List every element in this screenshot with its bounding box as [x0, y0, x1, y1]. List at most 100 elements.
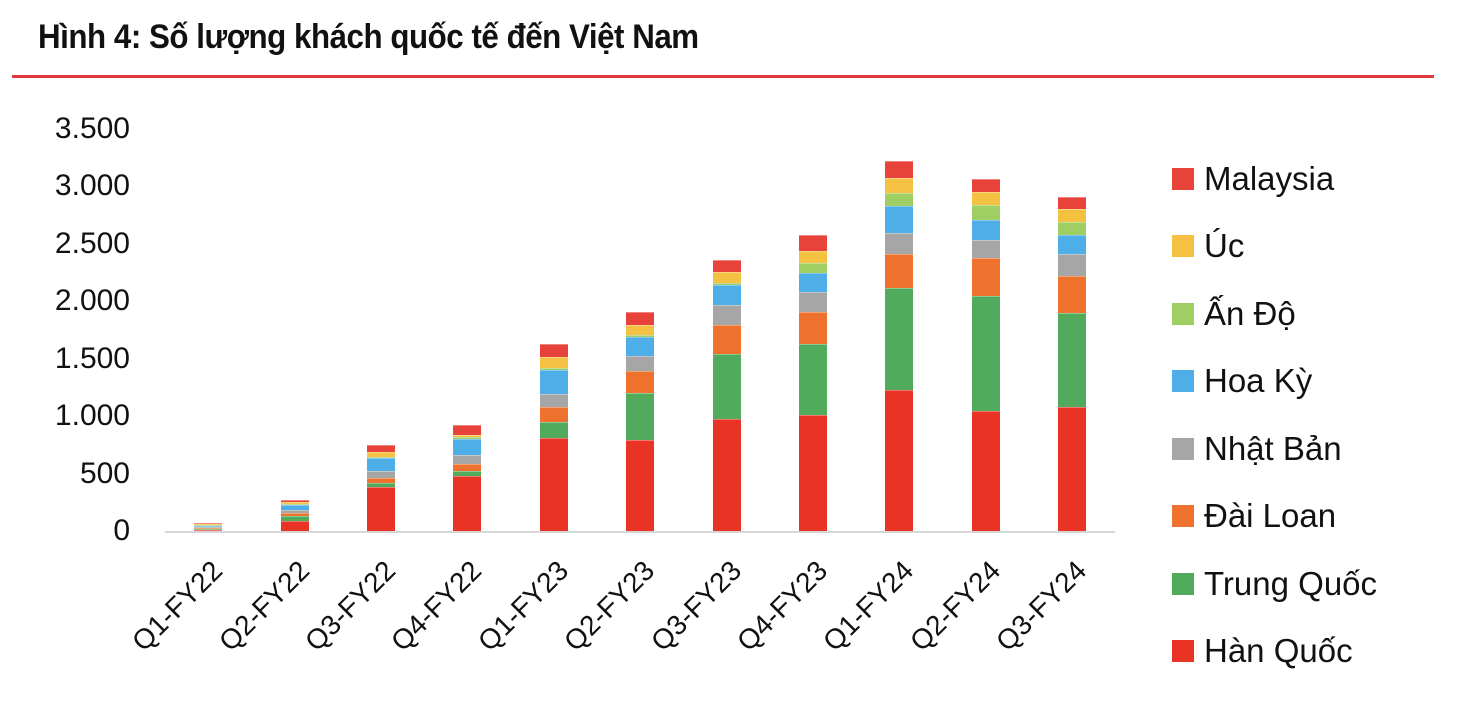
- bar-segment: [367, 457, 395, 459]
- y-tick-label: 1.500: [54, 341, 130, 375]
- bar-segment: [712, 325, 741, 355]
- x-tick-label: Q4-FY23: [730, 554, 834, 657]
- bar-segment: [971, 179, 1000, 193]
- bar-segment: [453, 454, 482, 464]
- x-tick-label: Q1-FY22: [126, 554, 229, 657]
- bar-segment: [712, 272, 741, 283]
- bar-segment: [367, 477, 395, 483]
- y-tick-label: 3.500: [54, 112, 130, 145]
- stacked-bar: [712, 259, 741, 531]
- bar-segment: [280, 505, 309, 511]
- bar-segment: [799, 311, 827, 344]
- legend-swatch-icon: [1172, 370, 1194, 393]
- stacked-bar: [885, 160, 914, 531]
- bar-segment: [626, 312, 655, 326]
- x-tick-label: Q2-FY24: [903, 554, 1007, 657]
- legend-item: Trung Quốc: [1172, 550, 1377, 618]
- bar-segment: [1058, 208, 1087, 223]
- y-tick-label: 3.000: [54, 169, 130, 203]
- bar-segment: [712, 354, 741, 419]
- bar-segment: [799, 251, 827, 264]
- bar-segment: [367, 486, 395, 531]
- bar-segment: [539, 343, 568, 358]
- legend-item: Úc: [1172, 213, 1377, 281]
- x-tick-label: Q4-FY22: [385, 554, 488, 657]
- bar-segment: [539, 367, 568, 370]
- bar-segment: [971, 240, 1000, 259]
- y-tick-label: 500: [79, 456, 130, 490]
- legend-label: Hoa Kỳ: [1204, 362, 1313, 400]
- x-tick-label: Q3-FY23: [644, 554, 747, 657]
- legend-label: Trung Quốc: [1204, 564, 1378, 602]
- bar-segment: [367, 470, 395, 478]
- y-tick-label: 2.500: [54, 226, 130, 260]
- legend-item: Ấn Độ: [1172, 280, 1377, 348]
- legend-swatch-icon: [1172, 505, 1194, 528]
- bar-segment: [453, 424, 482, 435]
- bar-segment: [194, 524, 223, 526]
- legend-item: Hàn Quốc: [1172, 618, 1377, 686]
- bar-segment: [626, 392, 655, 440]
- bar-segment: [626, 355, 655, 371]
- bar-segment: [1058, 312, 1087, 407]
- bar-segment: [885, 160, 914, 178]
- stacked-bar: [453, 424, 482, 531]
- x-tick-label: Q2-FY22: [212, 554, 315, 657]
- bar-segment: [539, 369, 568, 394]
- bar-segment: [712, 285, 741, 306]
- bar-segment: [799, 272, 827, 292]
- bar-segment: [971, 296, 1000, 411]
- bar-segment: [194, 527, 223, 529]
- stacked-bar: [626, 312, 655, 531]
- legend-label: Ấn Độ: [1204, 294, 1296, 332]
- chart-title: Hình 4: Số lượng khách quốc tế đến Việt …: [38, 18, 699, 56]
- bar-segment: [194, 529, 223, 531]
- legend: Malaysia Úc Ấn Độ Hoa Kỳ Nhật Bản Đài Loan Tru…: [1172, 145, 1377, 685]
- bar-segment: [280, 521, 309, 531]
- bar-segment: [712, 282, 741, 286]
- bar-segment: [712, 419, 741, 531]
- bar-segment: [539, 357, 568, 368]
- bar-segment: [626, 336, 655, 356]
- bar-segment: [539, 393, 568, 407]
- bar-segment: [453, 463, 482, 471]
- title-divider: [12, 75, 1434, 78]
- bar-segment: [539, 421, 568, 438]
- legend-label: Malaysia: [1204, 159, 1335, 197]
- bar-segment: [539, 437, 568, 531]
- x-tick-label: Q1-FY23: [471, 554, 575, 657]
- stacked-bar: [280, 500, 309, 531]
- y-tick-label: 1.000: [54, 399, 130, 433]
- x-tick-label: Q3-FY22: [298, 554, 402, 657]
- bar-segment: [367, 452, 395, 458]
- legend-swatch-icon: [1172, 437, 1194, 460]
- bar-segment: [280, 515, 309, 522]
- bar-segment: [367, 445, 395, 453]
- bar-segment: [539, 406, 568, 422]
- stacked-bar: [194, 522, 223, 531]
- bar-segment: [971, 205, 1000, 221]
- bar-segment: [885, 287, 914, 390]
- bar-segment: [885, 253, 914, 288]
- legend-item: Đài Loan: [1172, 483, 1377, 551]
- bar-segment: [971, 410, 1000, 531]
- legend-item: Hoa Kỳ: [1172, 348, 1377, 416]
- bar-segment: [626, 439, 655, 531]
- bar-segment: [799, 414, 827, 531]
- bar-segment: [1058, 196, 1087, 209]
- stacked-bar: [1058, 196, 1087, 531]
- bar-segment: [194, 522, 223, 524]
- bar-segment: [1058, 235, 1087, 255]
- x-tick-label: Q2-FY23: [558, 554, 661, 657]
- bar-segment: [626, 370, 655, 393]
- legend-swatch-icon: [1172, 572, 1194, 595]
- x-axis-line: [165, 531, 1115, 533]
- bar-segment: [885, 205, 914, 233]
- bar-segment: [194, 523, 223, 525]
- legend-swatch-icon: [1172, 302, 1194, 325]
- stacked-bar: [971, 179, 1000, 531]
- legend-swatch-icon: [1172, 167, 1194, 190]
- legend-label: Đài Loan: [1204, 497, 1337, 535]
- bar-segment: [885, 192, 914, 206]
- bar-segment: [280, 502, 309, 505]
